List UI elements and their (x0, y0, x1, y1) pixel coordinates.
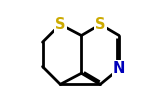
Text: N: N (113, 61, 125, 76)
Text: S: S (95, 17, 105, 32)
Text: S: S (55, 17, 66, 32)
